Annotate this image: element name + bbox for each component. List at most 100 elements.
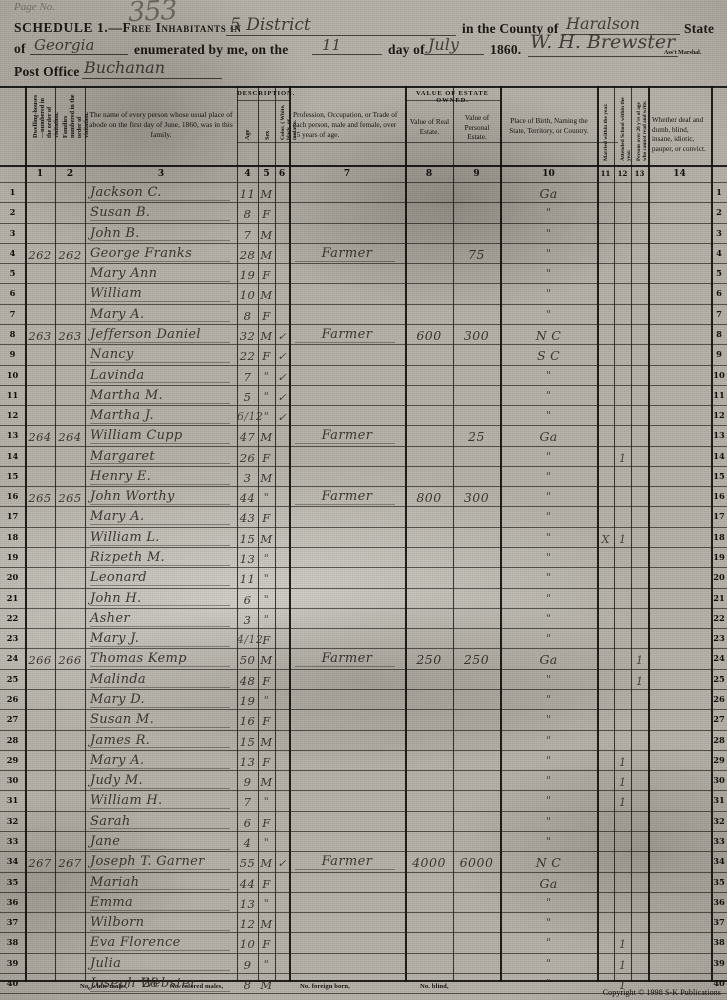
row-number-33: 33 <box>713 835 725 846</box>
cell-birthplace-8: N C <box>535 327 562 343</box>
cell-age-39: 9 <box>243 957 252 972</box>
vrule-l <box>614 86 615 982</box>
name-underline <box>90 645 230 647</box>
row-number-9: 9 <box>716 349 722 360</box>
cell-sex-34: M <box>260 856 273 871</box>
cell-name-17: Mary A. <box>90 509 145 525</box>
post-office-value: Buchanan <box>84 58 166 77</box>
row-number-9: 9 <box>9 349 16 360</box>
cell-sex-13: M <box>260 430 273 445</box>
cell-dwelling-34: 267 <box>28 856 52 871</box>
cell-color-34: ✓ <box>277 857 287 871</box>
column-number-5: 5 <box>263 169 270 179</box>
cell-name-32: Sarah <box>90 813 131 829</box>
cell-age-30: 9 <box>243 775 252 790</box>
cell-color-8: ✓ <box>277 329 287 343</box>
row-separator <box>0 242 727 244</box>
cell-birthplace-39: " <box>545 956 552 970</box>
row-separator <box>0 912 727 914</box>
census-table: DESCRIPTION. VALUE OF ESTATE OWNED. Dwel… <box>0 86 727 995</box>
cell-birthplace-22: " <box>545 611 552 625</box>
vrule-a <box>25 86 27 982</box>
cell-birthplace-36: " <box>545 895 552 909</box>
cell-sex-8: M <box>260 328 273 343</box>
row-number-29: 29 <box>6 754 19 765</box>
cell-personal-estate-16: 300 <box>463 490 490 506</box>
cell-age-16: 44 <box>239 491 256 506</box>
cell-name-18: William L. <box>90 529 160 545</box>
cell-school-39: 1 <box>619 958 626 972</box>
cell-name-19: Rizpeth M. <box>90 550 165 566</box>
name-underline <box>90 524 230 526</box>
row-separator <box>0 871 727 873</box>
cell-birthplace-13: Ga <box>539 429 558 445</box>
cell-family-13: 264 <box>58 430 82 445</box>
name-underline <box>90 787 230 789</box>
cell-age-12: 6/12 <box>237 410 264 424</box>
cell-sex-28: M <box>260 734 273 749</box>
row-number-14: 14 <box>713 450 725 461</box>
cell-illiterate-25: 1 <box>636 674 643 688</box>
occupation-underline <box>295 260 395 262</box>
row-number-7: 7 <box>9 308 16 319</box>
cell-sex-10: " <box>263 369 270 383</box>
cell-birthplace-33: " <box>545 834 552 848</box>
cell-name-14: Margaret <box>90 448 155 464</box>
vrule-e <box>258 86 259 982</box>
occupation-underline <box>295 503 395 505</box>
cell-birthplace-35: Ga <box>539 875 558 891</box>
name-underline <box>90 585 230 587</box>
cell-name-33: Jane <box>90 833 121 849</box>
vrule-j <box>500 86 502 982</box>
cell-name-28: James R. <box>90 732 151 748</box>
row-number-26: 26 <box>713 694 725 704</box>
row-number-15: 15 <box>6 470 19 481</box>
row-number-22: 22 <box>6 612 19 623</box>
name-underline <box>90 260 230 262</box>
row-number-18: 18 <box>6 531 19 542</box>
cell-sex-4: M <box>260 247 273 262</box>
row-separator <box>0 972 727 974</box>
vrule-g <box>289 86 291 982</box>
cell-sex-19: " <box>263 552 270 566</box>
row-separator <box>0 952 727 954</box>
row-separator <box>0 790 727 792</box>
row-number-34: 34 <box>6 856 19 867</box>
name-underline <box>90 382 230 384</box>
cell-name-20: Leonard <box>90 570 147 586</box>
cell-birthplace-24: Ga <box>539 652 558 668</box>
row-number-11: 11 <box>6 389 19 400</box>
row-separator <box>0 993 727 995</box>
cell-dwelling-13: 264 <box>28 430 52 445</box>
cell-age-7: 8 <box>243 308 252 323</box>
row-number-27: 27 <box>713 714 725 725</box>
cell-name-31: William H. <box>90 793 163 809</box>
col4-header: Age <box>244 129 251 140</box>
cell-birthplace-30: " <box>545 774 552 788</box>
blind-label: No. blind, <box>420 983 449 990</box>
cell-age-23: 4/12 <box>237 633 264 647</box>
county-rule <box>562 34 680 35</box>
cell-real-estate-24: 250 <box>416 652 442 668</box>
name-underline <box>90 970 230 972</box>
name-underline <box>90 625 230 627</box>
cell-personal-estate-8: 300 <box>463 327 490 343</box>
cell-age-17: 43 <box>239 511 256 526</box>
name-underline <box>90 220 230 222</box>
col11-header: Married within the year. <box>603 103 609 161</box>
cell-age-26: 19 <box>239 694 256 708</box>
row-separator <box>0 567 727 569</box>
name-underline <box>90 950 230 952</box>
row-number-7: 7 <box>716 308 722 319</box>
row-number-13: 13 <box>6 430 19 441</box>
row-number-21: 21 <box>6 592 19 603</box>
cell-sex-16: " <box>263 491 270 505</box>
name-underline <box>90 443 230 445</box>
cell-family-4: 262 <box>58 247 82 262</box>
row-number-29: 29 <box>713 754 725 765</box>
cell-age-31: 7 <box>243 795 252 810</box>
cell-birthplace-21: " <box>545 591 552 605</box>
row-number-4: 4 <box>716 247 722 258</box>
row-number-5: 5 <box>716 268 722 279</box>
row-separator <box>0 851 727 853</box>
